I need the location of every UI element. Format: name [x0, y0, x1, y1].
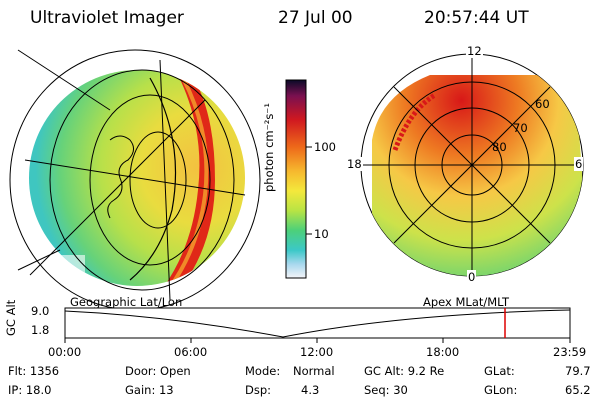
flight-number: Flt: 1356	[8, 364, 60, 378]
mode-label: Mode:	[245, 364, 281, 378]
glat-label: GLat:	[484, 364, 515, 378]
door-status: Door: Open	[125, 364, 191, 378]
altitude-tick-1-8: 1.8	[31, 323, 50, 337]
altitude-axis-label: GC Alt	[4, 299, 18, 336]
colorbar-tick-100: 100	[314, 140, 336, 154]
ip-value: IP: 18.0	[8, 383, 52, 397]
time-tick-1800: 18:00	[426, 345, 460, 359]
altitude-track	[64, 307, 571, 343]
time-tick-1200: 12:00	[300, 345, 334, 359]
geographic-image	[9, 49, 261, 311]
glon-value: 65.2	[565, 383, 591, 397]
time-tick-0000: 00:00	[48, 345, 82, 359]
colorbar-label: photon cm⁻²s⁻¹	[262, 103, 276, 192]
dsp-label: Dsp:	[245, 383, 272, 397]
sequence-number: Seq: 30	[364, 383, 408, 397]
instrument-title: Ultraviolet Imager	[30, 8, 184, 28]
apex-panel-label: Apex MLat/MLT	[423, 295, 510, 309]
dsp-value: 4.3	[301, 383, 320, 397]
mlt-label-0: 0	[467, 270, 477, 284]
mlat-label-70: 70	[513, 121, 528, 135]
mlat-label-80: 80	[492, 140, 507, 154]
polar-image	[360, 53, 584, 277]
date-label: 27 Jul 00	[278, 8, 353, 28]
mode-value: Normal	[293, 364, 335, 378]
mlt-label-12: 12	[466, 44, 483, 58]
gc-altitude: GC Alt: 9.2 Re	[364, 364, 445, 378]
time-tick-2359: 23:59	[553, 345, 587, 359]
altitude-tick-9: 9.0	[31, 304, 50, 318]
colorbar	[285, 79, 307, 279]
glon-label: GLon:	[484, 383, 518, 397]
mlat-label-60: 60	[535, 97, 550, 111]
time-tick-0600: 06:00	[174, 345, 208, 359]
gain-value: Gain: 13	[125, 383, 174, 397]
glat-value: 79.7	[565, 364, 591, 378]
mlt-label-18: 18	[346, 157, 363, 171]
time-label: 20:57:44 UT	[424, 8, 529, 28]
geographic-panel-label: Geographic Lat/Lon	[70, 295, 183, 309]
mlt-label-6: 6	[574, 157, 584, 171]
colorbar-tick-10: 10	[314, 227, 329, 241]
